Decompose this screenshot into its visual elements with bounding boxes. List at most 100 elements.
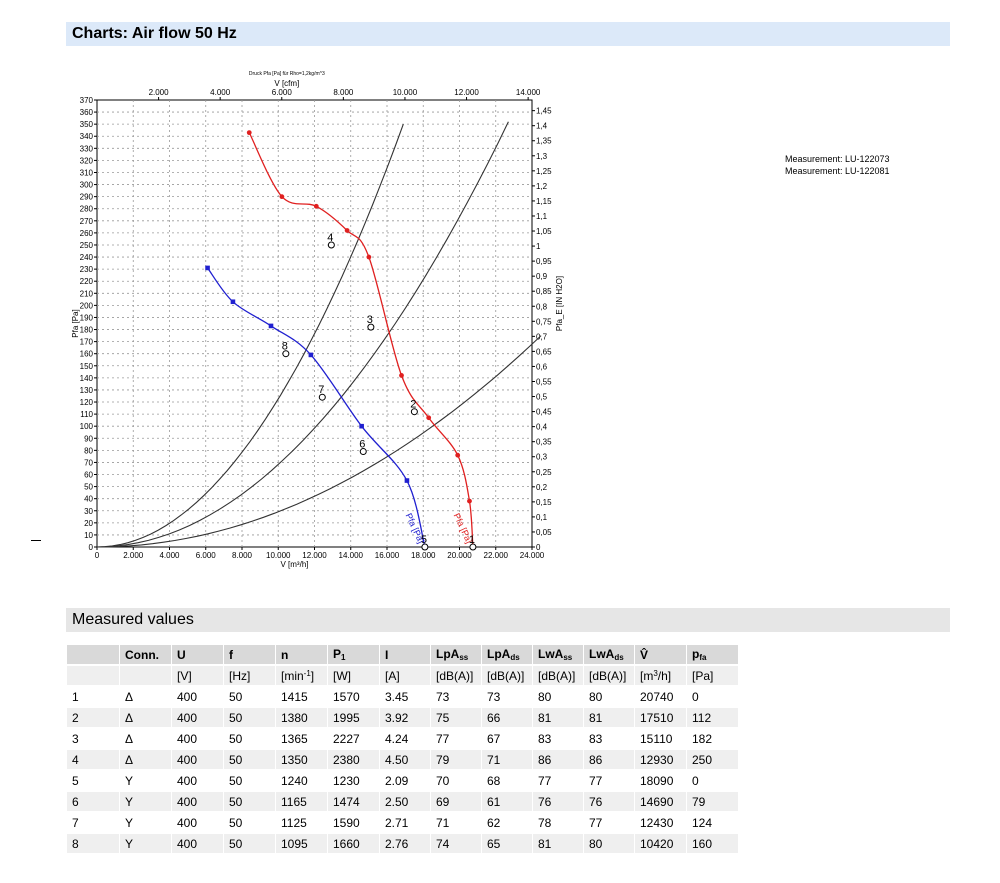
y-right-tick-label: 0,15 (536, 498, 552, 507)
y-tick-label: 10 (84, 531, 93, 540)
y-tick-label: 330 (80, 144, 94, 153)
unit-cell: [dB(A)] (533, 666, 583, 685)
y-right-tick-label: 1,2 (536, 182, 548, 191)
measured-values-title: Measured values (66, 608, 950, 632)
operating-point-label: 7 (318, 384, 324, 396)
y-tick-label: 90 (84, 434, 93, 443)
y-right-tick-label: 0,35 (536, 438, 552, 447)
table-cell: 66 (482, 708, 532, 727)
table-row: 5 Y 400 50 1240 1230 2.09 70 68 77 77 18090 0 (67, 771, 738, 790)
y-right-tick-label: 1,35 (536, 137, 552, 146)
y-right-tick-label: 0,1 (536, 513, 548, 522)
y-axis-label: Pfa [Pa] (71, 309, 80, 337)
table-cell: 15110 (635, 729, 686, 748)
data-point (246, 130, 252, 136)
y-right-tick-label: 0,25 (536, 468, 552, 477)
table-row: 1 Δ 400 50 1415 1570 3.45 73 73 80 80 20740 0 (67, 687, 738, 706)
data-point (268, 323, 274, 329)
table-cell: 4 (67, 750, 119, 769)
y-tick-label: 140 (80, 374, 94, 383)
table-cell: 77 (584, 771, 634, 790)
y-tick-label: 230 (80, 265, 94, 274)
table-cell: 80 (584, 834, 634, 853)
table-cell: 79 (687, 792, 738, 811)
operating-point-label: 2 (410, 399, 416, 411)
table-cell: 67 (482, 729, 532, 748)
y-tick-label: 250 (80, 241, 94, 250)
table-cell: 1 (67, 687, 119, 706)
y-right-tick-label: 1,05 (536, 227, 552, 236)
table-cell: 1474 (328, 792, 379, 811)
y-right-tick-label: 0,7 (536, 332, 548, 341)
series-line (207, 267, 426, 548)
table-cell: 4.50 (380, 750, 430, 769)
y-right-tick-label: 0,9 (536, 272, 548, 281)
x-top-tick-label: 10.000 (393, 88, 418, 97)
unit-cell: [dB(A)] (482, 666, 532, 685)
table-cell: 77 (533, 771, 583, 790)
y-tick-label: 220 (80, 277, 94, 286)
table-cell: 3 (67, 729, 119, 748)
table-cell: 8 (67, 834, 119, 853)
data-point (308, 352, 314, 358)
table-cell: 86 (584, 750, 634, 769)
table-cell: 112 (687, 708, 738, 727)
table-cell: 83 (584, 729, 634, 748)
x-tick-label: 2.000 (123, 551, 144, 560)
x-top-tick-label: 2.000 (149, 88, 170, 97)
y-right-tick-label: 0 (536, 543, 541, 552)
margin-dash (31, 540, 41, 541)
y-tick-label: 370 (80, 96, 94, 105)
table-cell: 400 (172, 708, 223, 727)
table-cell: 50 (224, 813, 275, 832)
unit-cell: [dB(A)] (584, 666, 634, 685)
y-tick-label: 110 (80, 410, 93, 419)
table-cell: 86 (533, 750, 583, 769)
header-u: U (172, 645, 223, 664)
operating-point-label: 4 (327, 232, 333, 244)
table-cell: 77 (584, 813, 634, 832)
table-row: 8 Y 400 50 1095 1660 2.76 74 65 81 80 10420 160 (67, 834, 738, 853)
y-tick-label: 290 (80, 193, 94, 202)
table-cell: 50 (224, 708, 275, 727)
table-cell: 70 (431, 771, 481, 790)
table-row: 7 Y 400 50 1125 1590 2.71 71 62 78 77 12430 124 (67, 813, 738, 832)
operating-point (318, 393, 326, 401)
table-cell: 124 (687, 813, 738, 832)
table-cell: 6 (67, 792, 119, 811)
table-cell: 1230 (328, 771, 379, 790)
plot-frame (96, 99, 533, 548)
header-lpass: LpAss (431, 645, 481, 664)
system-curve (96, 335, 542, 548)
table-cell: 62 (482, 813, 532, 832)
operating-point (367, 323, 375, 331)
data-point (426, 415, 432, 421)
page-title: Charts: Air flow 50 Hz (66, 22, 950, 46)
operating-point (421, 543, 429, 551)
table-cell: 50 (224, 792, 275, 811)
table-cell: Δ (120, 708, 171, 727)
x-tick-label: 20.000 (447, 551, 472, 560)
table-cell: 2227 (328, 729, 379, 748)
table-cell: 17510 (635, 708, 686, 727)
table-cell: 50 (224, 687, 275, 706)
y-tick-label: 170 (80, 338, 94, 347)
table-cell: Δ (120, 750, 171, 769)
header-conn: Conn. (120, 645, 171, 664)
system-curve (96, 124, 404, 548)
operating-point (327, 241, 335, 249)
table-cell: 2.71 (380, 813, 430, 832)
measured-values-table: Conn. U f n P1 I LpAss LpAds LwAss LwAds… (66, 643, 739, 855)
y-tick-label: 320 (80, 156, 94, 165)
y-tick-label: 180 (80, 326, 94, 335)
chart-legend: Measurement: LU-122073 Measurement: LU-1… (785, 153, 890, 177)
y-tick-label: 100 (80, 422, 94, 431)
y-tick-label: 310 (80, 168, 94, 177)
operating-point-label: 8 (282, 341, 288, 353)
legend-entry: Measurement: LU-122073 (785, 154, 890, 164)
table-cell: 76 (584, 792, 634, 811)
x-tick-label: 18.000 (411, 551, 436, 560)
x-top-tick-label: 12.000 (454, 88, 479, 97)
y-tick-label: 150 (80, 362, 94, 371)
operating-point (282, 350, 290, 358)
